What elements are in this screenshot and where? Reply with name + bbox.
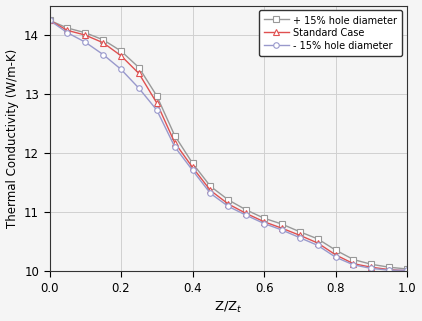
- - 15% hole diameter: [333, 255, 338, 259]
- + 15% hole diameter: [172, 134, 177, 137]
- X-axis label: Z/Z$_t$: Z/Z$_t$: [214, 300, 243, 316]
- Standard Case: [208, 188, 213, 192]
- Y-axis label: Thermal Conductivity (W/m-K): Thermal Conductivity (W/m-K): [5, 49, 19, 228]
- - 15% hole diameter: [226, 204, 231, 208]
- Standard Case: [100, 41, 106, 45]
- Standard Case: [333, 253, 338, 257]
- Standard Case: [243, 212, 249, 215]
- - 15% hole diameter: [47, 18, 52, 22]
- Line: - 15% hole diameter: - 15% hole diameter: [47, 18, 410, 273]
- - 15% hole diameter: [190, 169, 195, 172]
- + 15% hole diameter: [387, 265, 392, 269]
- - 15% hole diameter: [65, 31, 70, 35]
- - 15% hole diameter: [262, 221, 267, 225]
- + 15% hole diameter: [154, 94, 160, 98]
- + 15% hole diameter: [262, 216, 267, 220]
- - 15% hole diameter: [100, 53, 106, 56]
- + 15% hole diameter: [83, 31, 88, 35]
- + 15% hole diameter: [208, 184, 213, 188]
- - 15% hole diameter: [172, 145, 177, 149]
- Standard Case: [298, 233, 303, 237]
- Standard Case: [172, 141, 177, 144]
- + 15% hole diameter: [47, 18, 52, 22]
- Standard Case: [136, 72, 141, 75]
- + 15% hole diameter: [190, 161, 195, 165]
- - 15% hole diameter: [154, 108, 160, 112]
- Standard Case: [315, 241, 320, 245]
- Standard Case: [279, 226, 284, 230]
- Line: + 15% hole diameter: + 15% hole diameter: [47, 18, 410, 272]
- Line: Standard Case: Standard Case: [47, 18, 410, 273]
- Standard Case: [405, 269, 410, 273]
- + 15% hole diameter: [119, 49, 124, 53]
- + 15% hole diameter: [369, 262, 374, 266]
- + 15% hole diameter: [351, 258, 356, 262]
- + 15% hole diameter: [65, 26, 70, 30]
- + 15% hole diameter: [226, 198, 231, 202]
- Standard Case: [226, 202, 231, 206]
- + 15% hole diameter: [298, 230, 303, 234]
- - 15% hole diameter: [208, 191, 213, 195]
- + 15% hole diameter: [315, 237, 320, 241]
- - 15% hole diameter: [243, 213, 249, 217]
- - 15% hole diameter: [351, 263, 356, 267]
- - 15% hole diameter: [405, 268, 410, 272]
- - 15% hole diameter: [369, 266, 374, 270]
- Standard Case: [83, 33, 88, 37]
- - 15% hole diameter: [279, 228, 284, 232]
- + 15% hole diameter: [333, 248, 338, 252]
- + 15% hole diameter: [405, 267, 410, 271]
- - 15% hole diameter: [136, 86, 141, 90]
- - 15% hole diameter: [387, 268, 392, 272]
- Standard Case: [369, 265, 374, 269]
- Standard Case: [190, 166, 195, 169]
- + 15% hole diameter: [136, 66, 141, 70]
- Legend: + 15% hole diameter, Standard Case, - 15% hole diameter: + 15% hole diameter, Standard Case, - 15…: [260, 10, 402, 56]
- Standard Case: [65, 29, 70, 32]
- - 15% hole diameter: [315, 243, 320, 247]
- + 15% hole diameter: [279, 222, 284, 226]
- + 15% hole diameter: [100, 38, 106, 42]
- - 15% hole diameter: [119, 67, 124, 71]
- Standard Case: [154, 101, 160, 105]
- Standard Case: [47, 18, 52, 22]
- Standard Case: [262, 220, 267, 224]
- - 15% hole diameter: [83, 40, 88, 44]
- Standard Case: [119, 54, 124, 58]
- + 15% hole diameter: [243, 208, 249, 212]
- - 15% hole diameter: [298, 236, 303, 240]
- Standard Case: [387, 268, 392, 272]
- Standard Case: [351, 262, 356, 265]
